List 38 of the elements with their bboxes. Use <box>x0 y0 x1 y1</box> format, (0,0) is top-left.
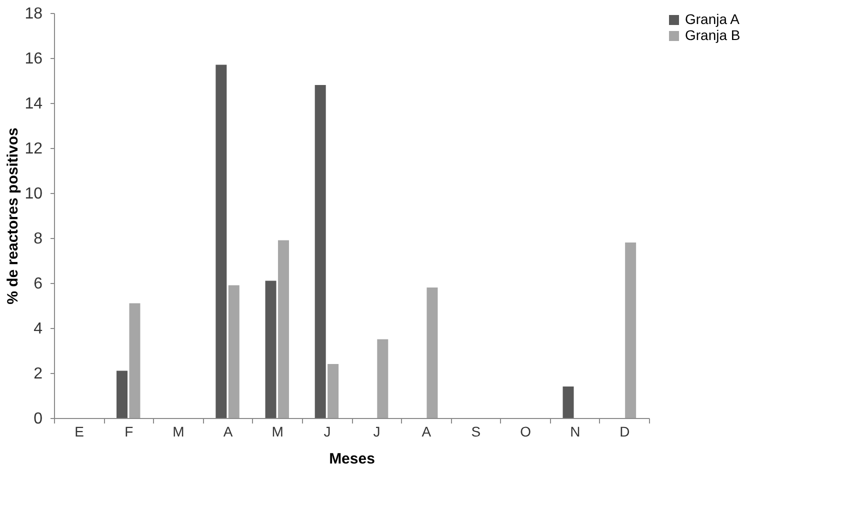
x-tick-label: S <box>471 424 481 440</box>
x-tick-label: F <box>124 424 134 440</box>
bar <box>265 280 276 418</box>
bar <box>562 386 574 418</box>
y-tick-label: 6 <box>34 276 43 292</box>
bar <box>328 364 339 418</box>
bar <box>625 242 636 418</box>
x-tick-label: M <box>172 424 184 440</box>
x-tick-label: E <box>74 424 84 440</box>
x-tick-label: O <box>520 424 532 440</box>
bar <box>228 285 240 418</box>
x-tick-label: J <box>373 424 380 440</box>
legend-label: Granja A <box>685 11 740 27</box>
bar <box>129 303 140 418</box>
x-tick-label: N <box>570 424 580 440</box>
y-axis-title: % de reactores positivos <box>4 128 22 304</box>
x-tick-label: M <box>272 424 284 440</box>
y-tick-label: 10 <box>24 186 43 202</box>
legend-label: Granja B <box>685 27 740 43</box>
y-tick-label: 8 <box>34 230 43 248</box>
bar <box>216 64 227 418</box>
x-axis-title: Meses <box>329 450 375 468</box>
bar <box>426 288 438 418</box>
y-tick-label: 4 <box>34 320 43 338</box>
y-tick-label: 16 <box>24 50 43 68</box>
y-tick-label: 0 <box>34 410 43 428</box>
x-tick-label: A <box>223 424 234 440</box>
bar <box>278 240 289 418</box>
bar <box>116 370 128 418</box>
y-tick-label: 12 <box>24 140 43 158</box>
bar <box>377 339 388 418</box>
x-tick-label: D <box>620 424 630 440</box>
y-tick-label: 14 <box>24 96 43 112</box>
y-tick-label: 2 <box>34 366 43 382</box>
x-tick-label: J <box>324 424 331 440</box>
x-tick-label: A <box>422 424 432 440</box>
y-tick-label: 18 <box>24 6 43 22</box>
bar <box>314 85 326 418</box>
